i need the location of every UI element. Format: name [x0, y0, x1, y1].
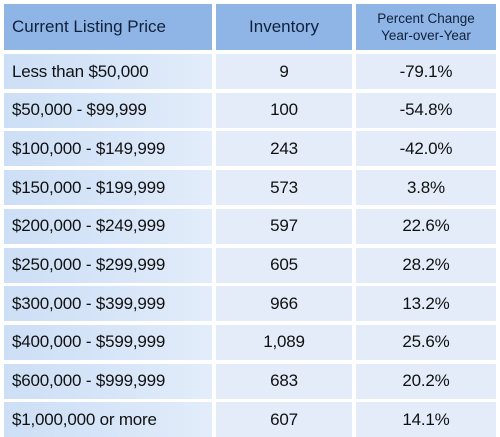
- percent-change-cell: 28.2%: [356, 247, 496, 283]
- table-row: $50,000 - $99,999 100 -54.8%: [4, 92, 496, 128]
- percent-change-cell: 22.6%: [356, 208, 496, 244]
- listing-price-table: Current Listing Price Inventory Percent …: [4, 4, 496, 437]
- inventory-cell: 243: [216, 131, 352, 167]
- inventory-cell: 573: [216, 170, 352, 206]
- price-range-cell: $250,000 - $299,999: [4, 247, 212, 283]
- table-row: $400,000 - $599,999 1,089 25.6%: [4, 324, 496, 360]
- inventory-cell: 683: [216, 363, 352, 399]
- header-percent-change: Percent Change Year-over-Year: [356, 4, 496, 50]
- inventory-cell: 607: [216, 402, 352, 437]
- percent-change-cell: 3.8%: [356, 170, 496, 206]
- table-row: $1,000,000 or more 607 14.1%: [4, 402, 496, 437]
- price-range-cell: $300,000 - $399,999: [4, 286, 212, 322]
- table-row: $100,000 - $149,999 243 -42.0%: [4, 131, 496, 167]
- table-row: $300,000 - $399,999 966 13.2%: [4, 286, 496, 322]
- inventory-cell: 1,089: [216, 324, 352, 360]
- price-range-cell: $200,000 - $249,999: [4, 208, 212, 244]
- percent-change-cell: -54.8%: [356, 92, 496, 128]
- inventory-cell: 597: [216, 208, 352, 244]
- table-row: $150,000 - $199,999 573 3.8%: [4, 170, 496, 206]
- table-header-row: Current Listing Price Inventory Percent …: [4, 4, 496, 50]
- inventory-cell: 966: [216, 286, 352, 322]
- inventory-cell: 100: [216, 92, 352, 128]
- header-percent-change-line2: Year-over-Year: [381, 28, 471, 43]
- table-row: Less than $50,000 9 -79.1%: [4, 54, 496, 89]
- price-range-cell: $600,000 - $999,999: [4, 363, 212, 399]
- percent-change-cell: 13.2%: [356, 286, 496, 322]
- price-range-cell: $100,000 - $149,999: [4, 131, 212, 167]
- inventory-cell: 605: [216, 247, 352, 283]
- percent-change-cell: 20.2%: [356, 363, 496, 399]
- price-range-cell: $150,000 - $199,999: [4, 170, 212, 206]
- percent-change-cell: 25.6%: [356, 324, 496, 360]
- table-row: $600,000 - $999,999 683 20.2%: [4, 363, 496, 399]
- table-row: $200,000 - $249,999 597 22.6%: [4, 208, 496, 244]
- percent-change-cell: 14.1%: [356, 402, 496, 437]
- percent-change-cell: -79.1%: [356, 54, 496, 89]
- price-range-cell: $50,000 - $99,999: [4, 92, 212, 128]
- inventory-cell: 9: [216, 54, 352, 89]
- header-inventory: Inventory: [216, 4, 352, 50]
- price-range-cell: Less than $50,000: [4, 54, 212, 89]
- table-row: $250,000 - $299,999 605 28.2%: [4, 247, 496, 283]
- header-percent-change-line1: Percent Change: [377, 11, 475, 26]
- header-current-listing-price: Current Listing Price: [4, 4, 212, 50]
- percent-change-cell: -42.0%: [356, 131, 496, 167]
- price-range-cell: $1,000,000 or more: [4, 402, 212, 437]
- price-range-cell: $400,000 - $599,999: [4, 324, 212, 360]
